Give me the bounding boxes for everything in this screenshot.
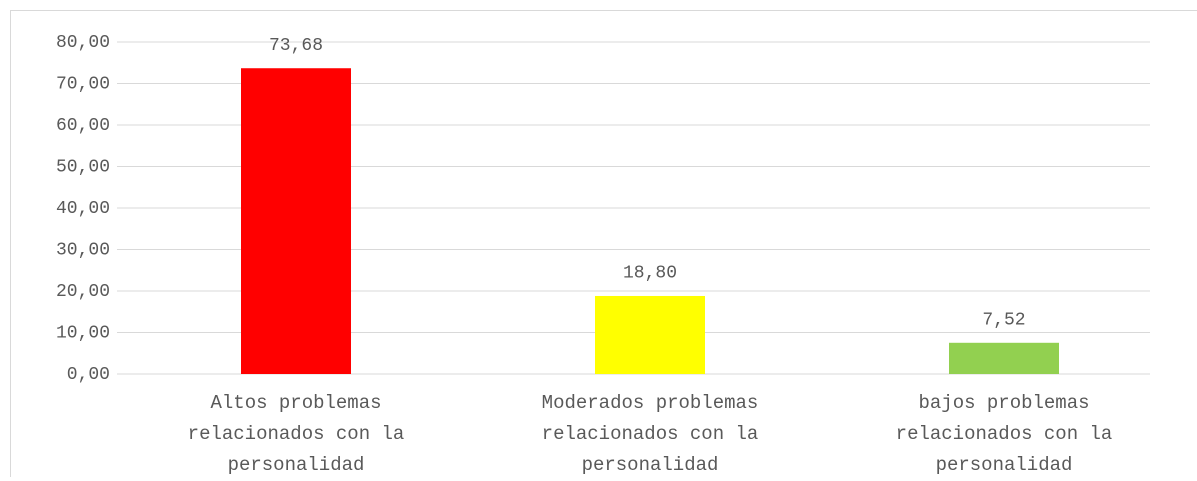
y-tick-label: 50,00 <box>56 157 110 177</box>
y-tick-label: 60,00 <box>56 116 110 136</box>
bar <box>595 296 705 374</box>
bar <box>949 343 1059 374</box>
y-tick-label: 40,00 <box>56 199 110 219</box>
x-tick-label: bajos problemas relacionados con la pers… <box>869 388 1139 481</box>
y-tick-label: 80,00 <box>56 33 110 53</box>
value-label: 7,52 <box>982 311 1025 331</box>
y-tick-label: 70,00 <box>56 74 110 94</box>
y-tick-label: 30,00 <box>56 240 110 260</box>
bar <box>241 68 351 374</box>
y-tick-label: 0,00 <box>67 365 110 385</box>
x-tick-label: Moderados problemas relacionados con la … <box>515 388 785 481</box>
y-tick-label: 10,00 <box>56 323 110 343</box>
x-tick-label: Altos problemas relacionados con la pers… <box>161 388 431 481</box>
value-label: 18,80 <box>623 264 677 284</box>
value-label: 73,68 <box>269 36 323 56</box>
y-tick-label: 20,00 <box>56 282 110 302</box>
